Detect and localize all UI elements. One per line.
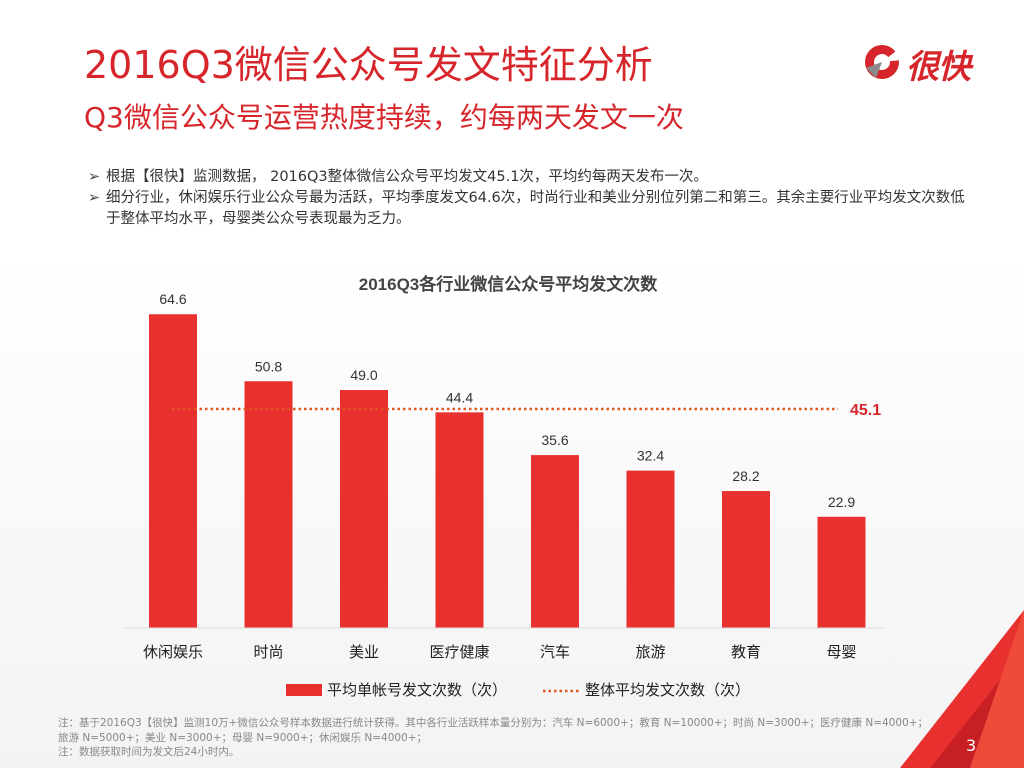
category-label: 汽车 xyxy=(540,644,570,661)
bar-chart: 2016Q3各行业微信公众号平均发文次数 64.6 休闲娱乐 50.8 时尚 49.0 美业… xyxy=(125,274,885,699)
footnote: 注：数据获取时间为发文后24小时内。 xyxy=(58,746,240,758)
bar-value-label: 64.6 xyxy=(159,291,186,307)
category-label: 教育 xyxy=(731,644,761,661)
category-label: 休闲娱乐 xyxy=(143,644,203,661)
bar-value-label: 49.0 xyxy=(350,367,377,383)
average-reference-label: 45.1 xyxy=(850,402,881,419)
page-subtitle: Q3微信公众号运营热度持续，约每两天发文一次 xyxy=(84,101,684,134)
bar-value-label: 50.8 xyxy=(255,358,282,374)
bar-6 xyxy=(626,470,675,628)
category-label: 母婴 xyxy=(826,644,856,661)
bar-2 xyxy=(244,381,293,628)
category-label: 医疗健康 xyxy=(429,644,489,661)
logo-mark-icon xyxy=(865,45,902,79)
bar-value-label: 28.2 xyxy=(732,468,759,484)
bar-value-label: 44.4 xyxy=(446,389,473,405)
arrow-bullet-icon: ➢ xyxy=(88,169,101,185)
category-label: 旅游 xyxy=(635,644,665,661)
bar-1 xyxy=(149,314,197,628)
bullet-item: ➢ 根据【很快】监测数据， 2016Q3整体微信公众号平均发文45.1次，平均约… xyxy=(88,167,968,188)
logo-text: 很快 xyxy=(906,47,971,86)
page-number: 3 xyxy=(966,736,977,755)
category-label: 美业 xyxy=(349,644,379,661)
bullet-text: 细分行业，休闲娱乐行业公众号最为活跃，平均季度发文64.6次，时尚行业和美业分别… xyxy=(106,190,965,227)
footnotes: 注：基于2016Q3【很快】监测10万+微信公众号样本数据进行统计获得。其中各行… xyxy=(58,716,938,760)
legend-line-label: 整体平均发文次数（次） xyxy=(585,682,750,699)
bar-7 xyxy=(722,491,770,628)
corner-decoration xyxy=(900,610,1024,768)
bar-8 xyxy=(817,516,866,628)
category-label: 时尚 xyxy=(253,644,283,661)
bar-value-label: 35.6 xyxy=(541,432,568,448)
bar-4 xyxy=(435,412,484,628)
bar-value-label: 32.4 xyxy=(637,448,664,464)
bar-5 xyxy=(531,455,579,628)
bar-3 xyxy=(340,390,388,628)
brand-logo: 很快 xyxy=(862,38,992,86)
bullet-text: 根据【很快】监测数据， 2016Q3整体微信公众号平均发文45.1次，平均约每两… xyxy=(106,169,708,185)
summary-bullets: ➢ 根据【很快】监测数据， 2016Q3整体微信公众号平均发文45.1次，平均约… xyxy=(88,167,968,230)
page-title: 2016Q3微信公众号发文特征分析 xyxy=(84,43,653,87)
bar-value-label: 22.9 xyxy=(828,494,855,510)
footnote: 注：基于2016Q3【很快】监测10万+微信公众号样本数据进行统计获得。其中各行… xyxy=(58,717,929,744)
legend-bar-swatch xyxy=(286,684,322,696)
bullet-item: ➢ 细分行业，休闲娱乐行业公众号最为活跃，平均季度发文64.6次，时尚行业和美业… xyxy=(88,188,968,230)
arrow-bullet-icon: ➢ xyxy=(88,190,101,206)
legend-bar-label: 平均单帐号发文次数（次） xyxy=(327,682,507,699)
chart-title: 2016Q3各行业微信公众号平均发文次数 xyxy=(359,274,658,294)
